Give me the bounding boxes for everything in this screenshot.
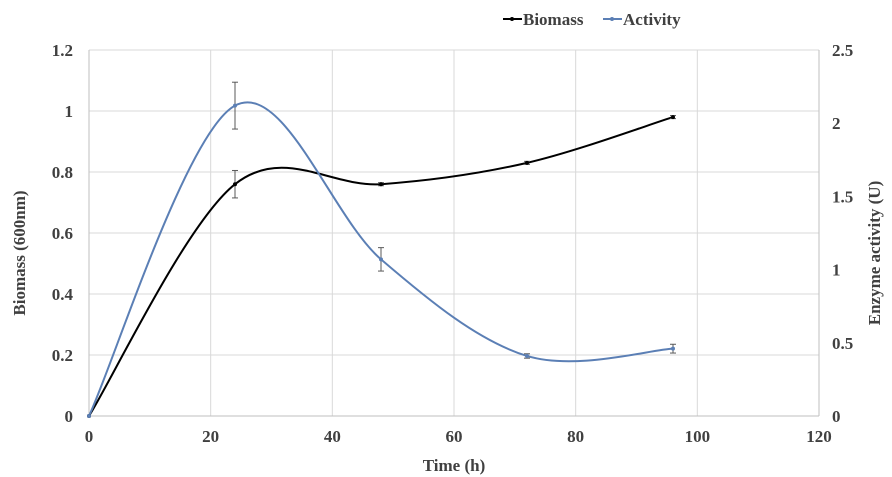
x-tick-label: 100 — [685, 427, 711, 446]
x-tick-label: 0 — [85, 427, 94, 446]
legend: Biomass Activity — [503, 10, 681, 29]
y-tick-label-right: 0 — [832, 407, 841, 426]
y-tick-label-right: 2 — [832, 114, 841, 133]
x-tick-label: 120 — [806, 427, 832, 446]
series-curves — [88, 101, 674, 417]
data-point-biomass — [671, 115, 675, 120]
y-tick-label-right: 2.5 — [832, 41, 853, 60]
y-tick-label-right: 0.5 — [832, 334, 853, 353]
axes — [88, 50, 820, 417]
data-point-activity — [87, 414, 91, 418]
y-tick-label-right: 1 — [832, 261, 841, 280]
data-point-biomass — [525, 160, 529, 165]
x-tick-label: 40 — [324, 427, 341, 446]
y-tick-label-left: 0 — [65, 407, 74, 426]
data-point-activity — [671, 346, 675, 351]
x-axis-title: Time (h) — [423, 456, 486, 475]
legend-label-activity: Activity — [623, 10, 681, 29]
y-axis-title-left: Biomass (600nm) — [10, 190, 29, 315]
y-axis-title-right: Enzyme activity (U) — [865, 181, 884, 325]
y-tick-label-left: 0.8 — [52, 163, 73, 182]
series-line-activity — [88, 101, 674, 417]
data-point-biomass — [379, 182, 383, 187]
y-tick-label-left: 0.2 — [52, 346, 73, 365]
data-point-activity — [379, 257, 383, 262]
x-tick-label: 60 — [446, 427, 463, 446]
series-line-biomass — [88, 116, 674, 417]
data-point-activity — [525, 353, 529, 358]
legend-label-biomass: Biomass — [523, 10, 584, 29]
series-markers — [87, 81, 676, 418]
x-tick-label: 80 — [567, 427, 584, 446]
data-point-biomass — [233, 182, 237, 187]
y-tick-label-left: 1 — [65, 102, 74, 121]
y-tick-label-right: 1.5 — [832, 187, 853, 206]
legend-marker-biomass — [510, 17, 514, 21]
x-tick-label: 20 — [202, 427, 219, 446]
data-point-activity — [233, 103, 237, 108]
y-tick-label-left: 0.4 — [52, 285, 74, 304]
legend-marker-activity — [610, 17, 614, 21]
gridlines — [89, 49, 820, 416]
y-tick-label-left: 1.2 — [52, 41, 73, 60]
y-tick-label-left: 0.6 — [52, 224, 73, 243]
tick-labels: 0 20 40 60 80 100 12000.20.40.60.811.200.511.5… — [52, 41, 854, 446]
